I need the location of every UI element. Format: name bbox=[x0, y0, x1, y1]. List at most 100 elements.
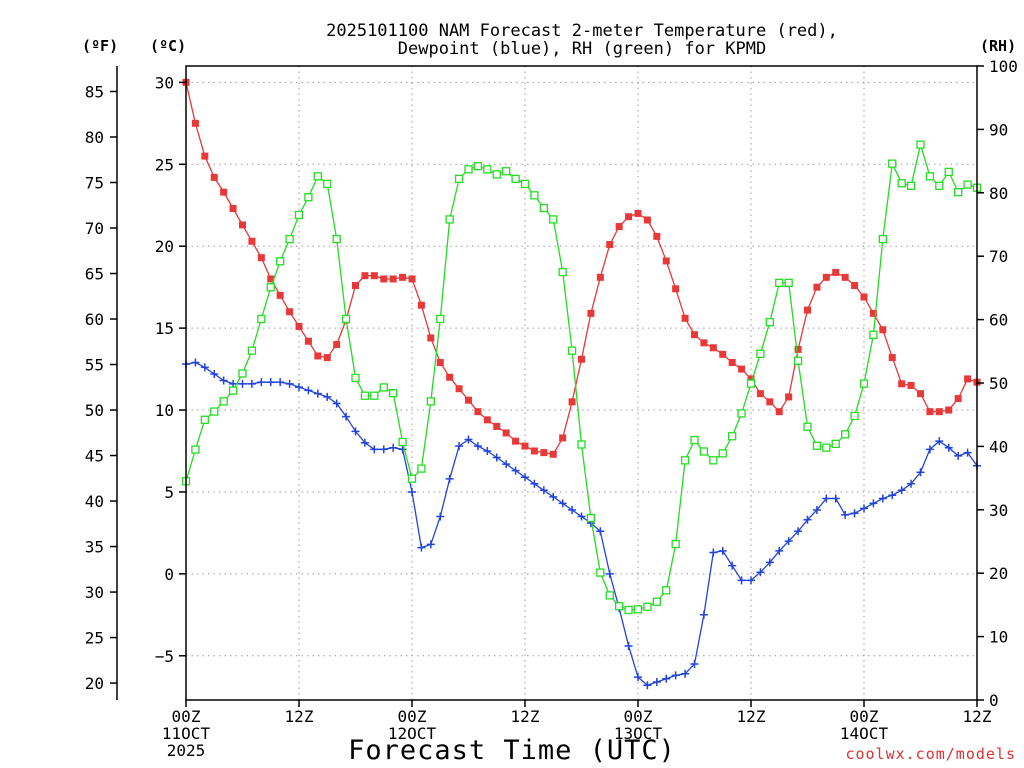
series-line-dewpoint bbox=[185, 361, 978, 687]
temperature-point bbox=[917, 390, 924, 398]
rh-point bbox=[389, 388, 398, 398]
rh-point bbox=[323, 179, 332, 189]
fahrenheit-tick-label: 60 bbox=[85, 310, 104, 329]
rh-point bbox=[784, 278, 793, 287]
celsius-tick-label: −5 bbox=[155, 647, 174, 666]
rh-tick-label: 50 bbox=[989, 374, 1008, 393]
temperature-point bbox=[229, 205, 237, 213]
dewpoint-point bbox=[219, 376, 228, 385]
celsius-tick-label: 5 bbox=[164, 483, 174, 502]
rh-point bbox=[944, 167, 953, 177]
series-layer bbox=[181, 78, 982, 690]
series-dewpoint bbox=[182, 358, 981, 690]
dewpoint-point bbox=[709, 548, 718, 557]
rh-point bbox=[812, 441, 822, 450]
dewpoint-point bbox=[671, 671, 680, 680]
dewpoint-point bbox=[276, 378, 285, 387]
chart-text: 2025101100 NAM Forecast 2-meter Temperat… bbox=[82, 21, 1016, 766]
rh-point bbox=[775, 278, 784, 287]
dewpoint-point bbox=[417, 543, 426, 552]
temperature-point bbox=[559, 434, 567, 442]
dewpoint-point bbox=[775, 546, 784, 555]
temperature-point bbox=[370, 272, 378, 280]
rh-point bbox=[859, 379, 869, 388]
dewpoint-point bbox=[389, 443, 398, 452]
rh-point bbox=[822, 443, 831, 452]
temperature-point bbox=[898, 380, 906, 388]
dewpoint-point bbox=[502, 460, 511, 469]
x-tick-label: 12Z bbox=[511, 707, 540, 726]
dewpoint-point bbox=[794, 527, 803, 536]
celsius-unit-label: (ºC) bbox=[150, 37, 186, 55]
dewpoint-point bbox=[436, 512, 445, 521]
fahrenheit-tick-label: 55 bbox=[85, 356, 104, 375]
temperature-point bbox=[210, 173, 218, 181]
rh-point bbox=[266, 283, 275, 292]
rh-point bbox=[709, 456, 718, 465]
rh-tick-label: 10 bbox=[989, 628, 1008, 647]
temperature-point bbox=[483, 416, 491, 424]
temperature-point bbox=[408, 275, 416, 283]
dewpoint-point bbox=[257, 378, 266, 387]
x-tick-label: 00Z bbox=[172, 707, 201, 726]
rh-point bbox=[793, 356, 803, 365]
rh-point bbox=[379, 383, 388, 392]
dewpoint-point bbox=[860, 504, 868, 513]
temperature-point bbox=[804, 306, 811, 314]
temperature-point bbox=[860, 293, 868, 301]
rh-point bbox=[624, 605, 633, 615]
x-tick-label: 00Z bbox=[624, 707, 653, 726]
dewpoint-point bbox=[869, 499, 878, 508]
rh-point bbox=[897, 179, 906, 188]
dewpoint-point bbox=[549, 492, 558, 501]
rh-point bbox=[925, 172, 935, 181]
rh-point bbox=[906, 181, 916, 190]
rh-point bbox=[888, 159, 897, 168]
rh-point bbox=[850, 411, 859, 421]
fahrenheit-tick-label: 70 bbox=[85, 219, 104, 238]
temperature-point bbox=[455, 385, 463, 393]
rh-tick-label: 70 bbox=[989, 247, 1008, 266]
temperature-point bbox=[201, 152, 209, 160]
celsius-tick-label: 10 bbox=[155, 401, 174, 420]
rh-point bbox=[417, 464, 426, 473]
rh-point bbox=[841, 430, 850, 439]
series-line-rh bbox=[185, 142, 978, 611]
rh-point bbox=[294, 210, 304, 220]
rh-point bbox=[633, 605, 643, 614]
temperature-point bbox=[869, 309, 877, 317]
rh-point bbox=[596, 568, 605, 577]
rh-point bbox=[728, 432, 737, 441]
dewpoint-point bbox=[473, 442, 482, 451]
fahrenheit-tick-label: 40 bbox=[85, 492, 104, 511]
dewpoint-point bbox=[916, 468, 925, 477]
dewpoint-point bbox=[662, 674, 671, 683]
dewpoint-point bbox=[812, 505, 821, 514]
x-tick-label: 00Z bbox=[398, 707, 427, 726]
temperature-point bbox=[446, 373, 454, 381]
rh-point bbox=[690, 435, 699, 445]
dewpoint-point bbox=[539, 486, 548, 495]
dewpoint-point bbox=[624, 641, 633, 650]
temperature-point bbox=[257, 254, 265, 262]
dewpoint-point bbox=[200, 363, 209, 372]
dewpoint-point bbox=[360, 438, 369, 447]
rh-point bbox=[200, 415, 209, 424]
rh-point bbox=[765, 317, 774, 327]
rh-point bbox=[247, 346, 257, 355]
rh-point bbox=[662, 586, 671, 595]
rh-point bbox=[916, 140, 925, 149]
dewpoint-point bbox=[888, 491, 897, 500]
temperature-point bbox=[643, 216, 651, 224]
rh-point bbox=[746, 379, 756, 388]
dewpoint-point bbox=[530, 479, 539, 488]
temperature-point bbox=[756, 390, 764, 398]
temperature-point bbox=[530, 447, 538, 455]
temperature-point bbox=[662, 257, 670, 265]
dewpoint-point bbox=[907, 479, 916, 488]
x-tick-label: 14OCT bbox=[840, 724, 889, 743]
temperature-point bbox=[333, 341, 341, 349]
dewpoint-point bbox=[643, 681, 652, 690]
temperature-point bbox=[907, 381, 915, 389]
temperature-point bbox=[728, 359, 736, 367]
